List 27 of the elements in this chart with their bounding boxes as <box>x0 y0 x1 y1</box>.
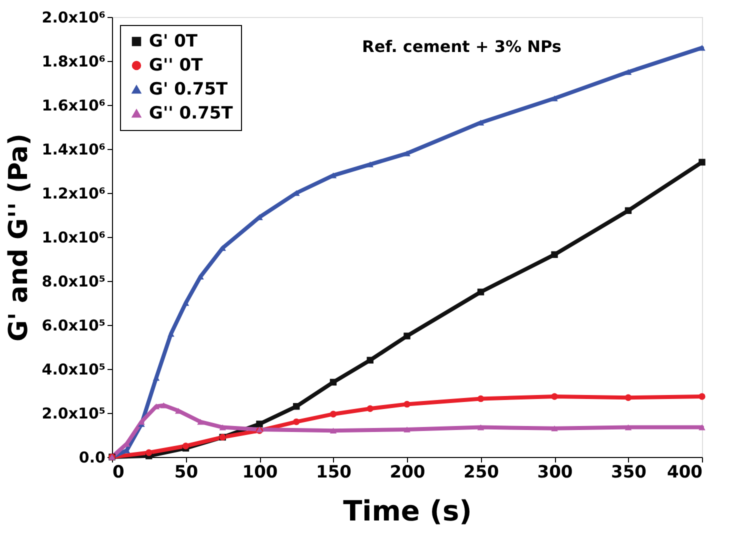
y-tick-label: 8.0x10⁵ <box>42 272 106 290</box>
x-tick-label: 200 <box>390 462 426 482</box>
legend-label: G' 0T <box>149 32 198 52</box>
x-tick-label: 100 <box>242 462 278 482</box>
x-tick-label: 300 <box>537 462 573 482</box>
x-tick-label: 150 <box>316 462 352 482</box>
y-tick-label: 1.8x10⁶ <box>42 52 106 70</box>
x-tick-label: 350 <box>611 462 647 482</box>
legend-label: G'' 0.75T <box>149 104 234 124</box>
y-tick-label: 2.0x10⁶ <box>42 8 106 26</box>
y-tick-label: 1.0x10⁶ <box>42 228 106 246</box>
y-tick-label: 2.0x10⁵ <box>42 404 106 422</box>
y-tick-label: 1.6x10⁶ <box>42 96 106 114</box>
annotation: Ref. cement + 3% NPs <box>362 37 562 56</box>
y-axis-title: G' and G'' (Pa) <box>4 133 34 342</box>
y-tick-label: 1.4x10⁶ <box>42 140 106 158</box>
x-axis-title: Time (s) <box>343 494 472 528</box>
y-tick-label: 0.0 <box>78 448 106 466</box>
legend-label: G'' 0T <box>149 56 204 76</box>
y-tick-label: 6.0x10⁵ <box>42 316 106 334</box>
y-tick-label: 1.2x10⁶ <box>42 184 106 202</box>
x-tick-label: 50 <box>174 462 198 482</box>
legend-label: G' 0.75T <box>149 80 228 100</box>
x-tick-label: 250 <box>464 462 500 482</box>
x-tick-label: 400 <box>667 462 703 482</box>
y-tick-label: 4.0x10⁵ <box>42 360 106 378</box>
x-tick-label: 0 <box>112 462 124 482</box>
